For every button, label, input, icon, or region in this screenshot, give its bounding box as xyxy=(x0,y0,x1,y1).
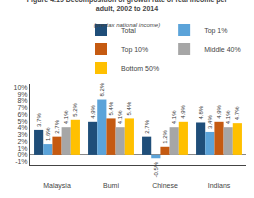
svg-text:5.2%: 5.2% xyxy=(72,102,78,116)
svg-text:4.7%: 4.7% xyxy=(234,106,240,120)
svg-text:5.4%: 5.4% xyxy=(108,101,114,115)
svg-text:10%: 10% xyxy=(14,84,28,91)
svg-text:Malaysia: Malaysia xyxy=(43,182,71,190)
svg-text:2%: 2% xyxy=(17,138,27,145)
svg-text:Indians: Indians xyxy=(208,182,231,189)
svg-text:Chinese: Chinese xyxy=(152,182,178,189)
svg-text:2.7%: 2.7% xyxy=(144,119,150,133)
svg-text:1.2%: 1.2% xyxy=(162,129,168,143)
svg-text:5.4%: 5.4% xyxy=(126,101,132,115)
svg-text:-1%: -1% xyxy=(15,158,27,165)
svg-text:6%: 6% xyxy=(17,111,27,118)
svg-text:4.1%: 4.1% xyxy=(117,110,123,124)
svg-text:2.7%: 2.7% xyxy=(54,119,60,133)
svg-text:4.1%: 4.1% xyxy=(171,110,177,124)
svg-text:Middle 40%: Middle 40% xyxy=(204,46,241,53)
svg-text:4.1%: 4.1% xyxy=(63,110,69,124)
svg-text:7%: 7% xyxy=(17,104,27,111)
svg-text:4%: 4% xyxy=(17,124,27,131)
svg-text:Top 1%: Top 1% xyxy=(204,27,227,35)
svg-text:4.8%: 4.8% xyxy=(198,105,204,119)
svg-text:8.2%: 8.2% xyxy=(99,82,105,96)
svg-text:3.4%: 3.4% xyxy=(207,115,213,129)
svg-text:4.9%: 4.9% xyxy=(216,104,222,118)
svg-text:-0.5%: -0.5% xyxy=(153,161,159,177)
svg-text:3%: 3% xyxy=(17,131,27,138)
svg-text:Top 10%: Top 10% xyxy=(121,46,148,54)
svg-text:3.7%: 3.7% xyxy=(36,113,42,127)
svg-text:Figure 4.19 Decomposition of g: Figure 4.19 Decomposition of growth rate… xyxy=(27,0,228,13)
svg-text:Bottom 50%: Bottom 50% xyxy=(121,65,159,72)
svg-text:Total: Total xyxy=(121,27,136,34)
svg-text:4.9%: 4.9% xyxy=(90,104,96,118)
svg-text:4.9%: 4.9% xyxy=(180,104,186,118)
svg-text:8%: 8% xyxy=(17,97,27,104)
svg-text:1.6%: 1.6% xyxy=(45,127,51,141)
svg-text:0%: 0% xyxy=(17,151,27,158)
svg-text:Bumi: Bumi xyxy=(103,182,119,189)
svg-text:(pre-tax national income): (pre-tax national income) xyxy=(94,22,160,28)
svg-text:9%: 9% xyxy=(17,91,27,98)
svg-text:5%: 5% xyxy=(17,118,27,125)
svg-text:4.1%: 4.1% xyxy=(225,110,231,124)
svg-text:1%: 1% xyxy=(17,145,27,152)
